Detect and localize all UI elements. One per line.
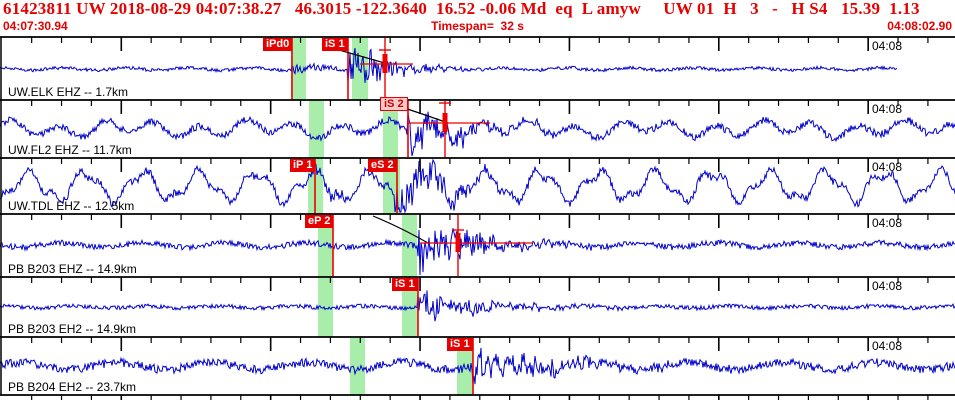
amplitude-bracket <box>442 113 448 132</box>
waveform-trace-2[interactable] <box>0 111 955 157</box>
phase-window-band <box>291 38 306 100</box>
waveform-trace-1[interactable] <box>0 48 898 83</box>
phase-window-band <box>318 278 333 337</box>
phase-window-band <box>383 159 400 214</box>
amplitude-bracket <box>382 54 388 73</box>
waveform-trace-6[interactable] <box>0 347 955 385</box>
phase-window-band <box>350 338 365 395</box>
phase-window-band <box>383 101 398 158</box>
waveform-trace-5[interactable] <box>0 290 955 322</box>
amplitude-bracket <box>455 233 461 252</box>
phase-window-band <box>318 215 333 277</box>
time-window-bar: 04:07:30.94 Timespan= 32 s 04:08:02.90 <box>0 19 955 35</box>
phase-window-band <box>352 38 368 100</box>
waveform-trace-4[interactable] <box>0 228 955 276</box>
window-end-time: 04:08:02.90 <box>887 19 952 33</box>
window-start-time: 04:07:30.94 <box>3 19 68 33</box>
phase-window-band <box>309 101 324 158</box>
waveform-trace-3[interactable] <box>0 158 955 214</box>
event-header: 61423811 UW 2018-08-29 04:07:38.27 46.30… <box>3 0 920 18</box>
coda-decay-curve <box>372 215 429 244</box>
timespan-label: Timespan= 32 s <box>431 19 524 33</box>
coda-decay-curve <box>397 105 449 124</box>
